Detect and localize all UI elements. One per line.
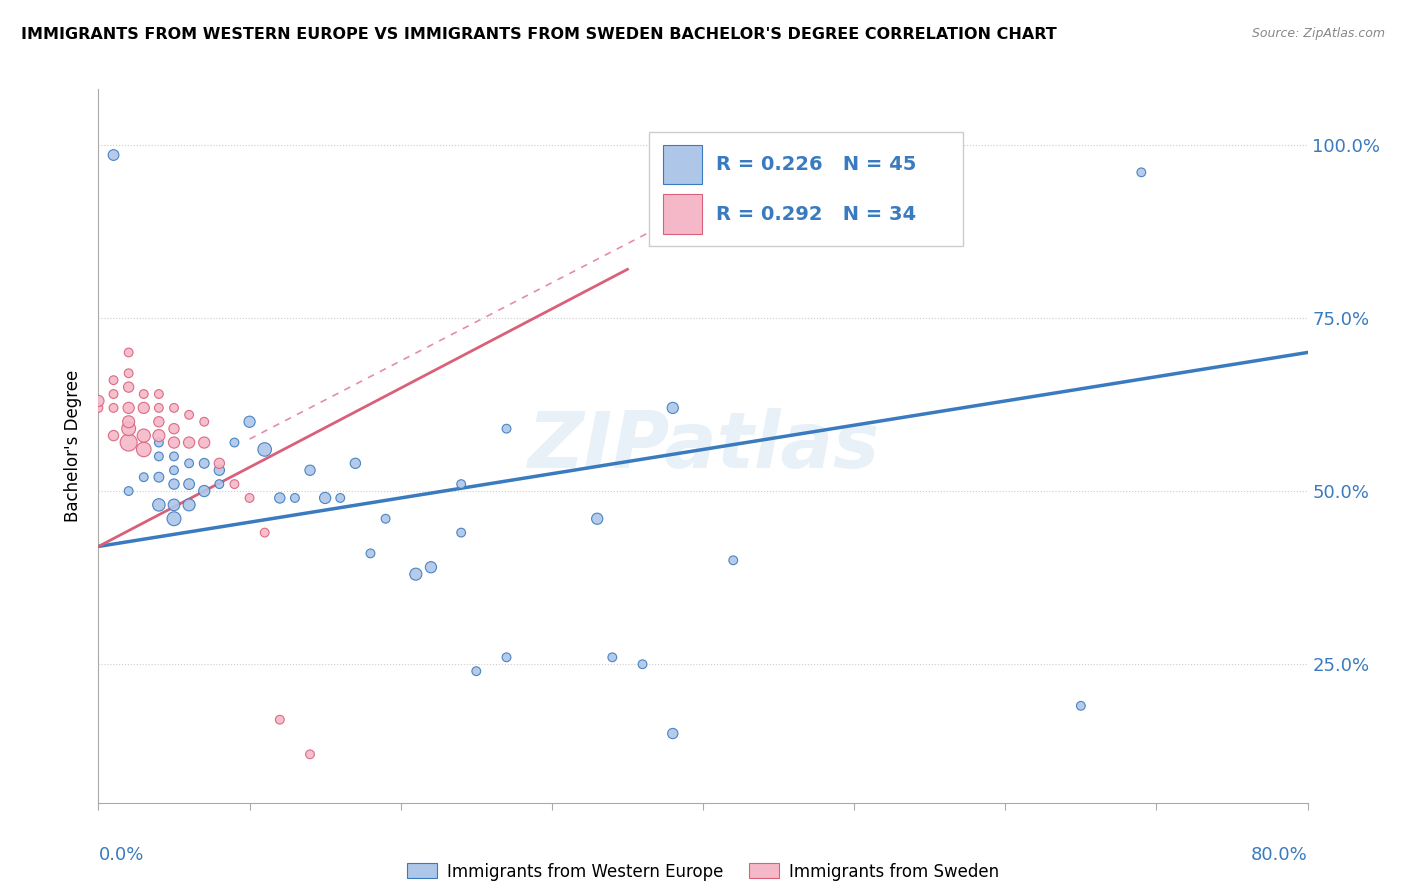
Point bbox=[465, 664, 488, 678]
Point bbox=[118, 422, 141, 436]
Point bbox=[450, 477, 472, 491]
Point bbox=[239, 415, 262, 429]
Point bbox=[163, 512, 186, 526]
Point bbox=[1130, 165, 1153, 179]
Legend: Immigrants from Western Europe, Immigrants from Sweden: Immigrants from Western Europe, Immigran… bbox=[401, 856, 1005, 888]
Point bbox=[118, 415, 141, 429]
Text: R = 0.292   N = 34: R = 0.292 N = 34 bbox=[716, 204, 917, 224]
Point bbox=[163, 450, 186, 464]
Point bbox=[224, 477, 246, 491]
Point bbox=[723, 553, 745, 567]
Text: 80.0%: 80.0% bbox=[1251, 846, 1308, 863]
Point bbox=[103, 373, 125, 387]
Point bbox=[193, 415, 215, 429]
Point bbox=[495, 650, 517, 665]
Point bbox=[224, 435, 246, 450]
FancyBboxPatch shape bbox=[664, 145, 702, 184]
Point bbox=[148, 498, 170, 512]
Point bbox=[163, 435, 186, 450]
Point bbox=[103, 387, 125, 401]
Point bbox=[148, 470, 170, 484]
Point bbox=[148, 450, 170, 464]
Point bbox=[269, 713, 291, 727]
Text: Source: ZipAtlas.com: Source: ZipAtlas.com bbox=[1251, 27, 1385, 40]
Point bbox=[163, 498, 186, 512]
Text: 0.0%: 0.0% bbox=[98, 846, 143, 863]
Point bbox=[132, 428, 155, 442]
Point bbox=[87, 394, 110, 409]
Point bbox=[103, 401, 125, 415]
Point bbox=[179, 435, 201, 450]
Point bbox=[163, 463, 186, 477]
Point bbox=[239, 491, 262, 505]
Point bbox=[179, 456, 201, 470]
Point bbox=[163, 401, 186, 415]
Point bbox=[148, 387, 170, 401]
Point bbox=[118, 401, 141, 415]
FancyBboxPatch shape bbox=[664, 194, 702, 234]
Point bbox=[374, 512, 396, 526]
Point bbox=[179, 498, 201, 512]
Point bbox=[253, 525, 276, 540]
Point bbox=[420, 560, 443, 574]
Point bbox=[132, 470, 155, 484]
Point bbox=[118, 483, 141, 498]
Point bbox=[87, 401, 110, 415]
Point bbox=[344, 456, 367, 470]
Point bbox=[662, 401, 685, 415]
Point bbox=[405, 567, 427, 582]
Point bbox=[103, 148, 125, 162]
Point bbox=[1070, 698, 1092, 713]
Point bbox=[179, 477, 201, 491]
Point bbox=[602, 650, 624, 665]
Point bbox=[179, 408, 201, 422]
Point bbox=[118, 380, 141, 394]
Text: IMMIGRANTS FROM WESTERN EUROPE VS IMMIGRANTS FROM SWEDEN BACHELOR'S DEGREE CORRE: IMMIGRANTS FROM WESTERN EUROPE VS IMMIGR… bbox=[21, 27, 1057, 42]
Point bbox=[631, 657, 654, 672]
Text: R = 0.226   N = 45: R = 0.226 N = 45 bbox=[716, 154, 917, 174]
Point bbox=[163, 422, 186, 436]
Point bbox=[103, 428, 125, 442]
Point bbox=[284, 491, 307, 505]
Point bbox=[132, 387, 155, 401]
Text: ZIPatlas: ZIPatlas bbox=[527, 408, 879, 484]
Point bbox=[329, 491, 352, 505]
Point bbox=[299, 747, 322, 762]
Point bbox=[148, 415, 170, 429]
FancyBboxPatch shape bbox=[648, 132, 963, 246]
Point bbox=[495, 422, 517, 436]
Point bbox=[360, 546, 382, 560]
Point bbox=[299, 463, 322, 477]
Point bbox=[148, 401, 170, 415]
Point bbox=[148, 428, 170, 442]
Point bbox=[586, 512, 609, 526]
Point bbox=[132, 401, 155, 415]
Y-axis label: Bachelor's Degree: Bachelor's Degree bbox=[65, 370, 83, 522]
Point bbox=[253, 442, 276, 457]
Point bbox=[208, 463, 231, 477]
Point bbox=[314, 491, 336, 505]
Point bbox=[118, 345, 141, 359]
Point bbox=[132, 442, 155, 457]
Point bbox=[193, 483, 215, 498]
Point bbox=[208, 477, 231, 491]
Point bbox=[118, 366, 141, 380]
Point bbox=[450, 525, 472, 540]
Point bbox=[118, 435, 141, 450]
Point bbox=[193, 456, 215, 470]
Point bbox=[662, 726, 685, 740]
Point bbox=[163, 477, 186, 491]
Point bbox=[208, 456, 231, 470]
Point bbox=[148, 435, 170, 450]
Point bbox=[193, 435, 215, 450]
Point bbox=[269, 491, 291, 505]
